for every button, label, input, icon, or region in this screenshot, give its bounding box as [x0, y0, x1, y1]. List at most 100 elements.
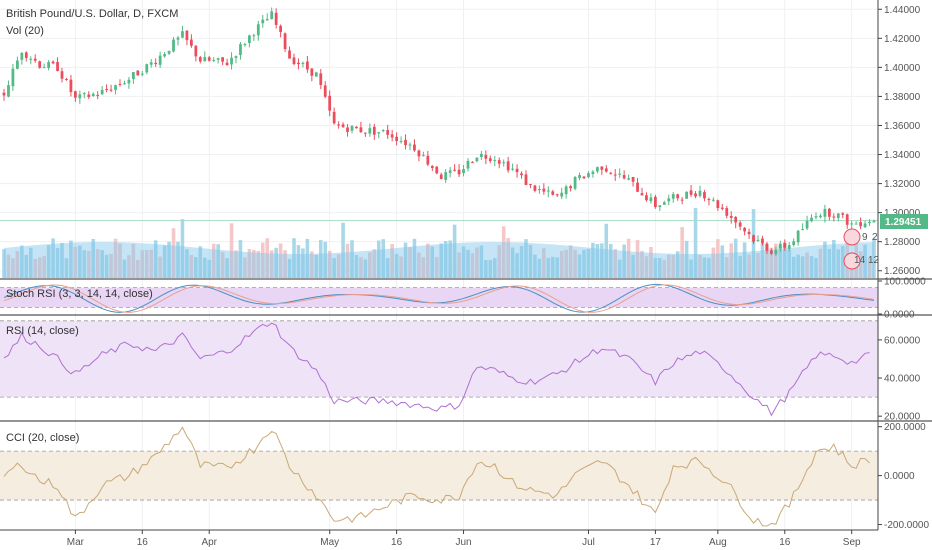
cci-tick-label-2: -200.0000	[884, 520, 929, 531]
volume-bar-58	[260, 242, 265, 278]
price-tick-label-6: 1.32000	[884, 179, 921, 190]
candle-body-118	[529, 184, 532, 186]
candle-body-75	[337, 124, 340, 126]
time-tick-label-5: Jun	[455, 537, 471, 548]
volume-bar-7	[33, 258, 38, 278]
candle-body-181	[810, 217, 813, 222]
candle-body-139	[622, 175, 626, 179]
candle-body-88	[395, 136, 398, 141]
volume-bar-192	[858, 251, 863, 278]
volume-bar-193	[863, 244, 867, 278]
volume-bar-146	[653, 257, 658, 278]
volume-bar-195	[872, 238, 876, 278]
candle-body-47	[212, 60, 216, 62]
indicator-bands	[0, 287, 878, 501]
volume-bar-49	[220, 252, 225, 278]
volume-bar-141	[631, 254, 635, 278]
candle-body-93	[417, 150, 421, 157]
volume-bar-70	[314, 254, 319, 278]
volume-bar-149	[666, 254, 671, 278]
volume-bar-137	[613, 249, 618, 278]
time-tick-label-1: 16	[137, 537, 149, 548]
candle-body-177	[792, 241, 796, 246]
candle-body-27	[123, 83, 126, 85]
volume-bar-95	[426, 243, 430, 278]
candle-body-126	[564, 186, 568, 195]
candle-body-55	[248, 35, 251, 43]
chart-title: British Pound/U.S. Dollar, D, FXCM	[6, 8, 178, 20]
candle-body-160	[716, 200, 720, 209]
volume-bar-29	[131, 243, 136, 278]
candle-body-182	[814, 216, 818, 218]
volume-bar-66	[296, 245, 301, 278]
candle-body-112	[502, 162, 506, 164]
candle-body-147	[658, 205, 662, 208]
candle-body-41	[185, 30, 189, 41]
volume-bar-53	[238, 240, 243, 278]
rsi-tick-label-2: 20.0000	[884, 412, 921, 423]
candle-body-98	[439, 174, 443, 180]
volume-bar-47	[211, 243, 216, 278]
candle-body-110	[493, 160, 497, 162]
volume-bar-57	[256, 250, 261, 278]
price-candles[interactable]	[2, 7, 876, 256]
volume-bar-123	[550, 256, 555, 278]
volume-bar-182	[814, 257, 818, 278]
volume-bar-185	[827, 248, 832, 278]
event-markers[interactable]: 9 2 14 12	[843, 228, 880, 270]
volume-bar-160	[716, 239, 720, 278]
volume-bar-18	[82, 250, 87, 278]
candle-body-159	[712, 199, 715, 201]
cci-label: CCI (20, close)	[6, 432, 79, 444]
volume-bar-157	[702, 257, 707, 278]
volume-bar-59	[265, 238, 270, 278]
price-axis[interactable]: 1.44000 1.42000 1.40000 1.38000 1.36000 1.340…	[0, 0, 932, 531]
candle-body-77	[346, 127, 349, 132]
price-tick-label-9: 1.26000	[884, 266, 921, 277]
volume-bar-38	[171, 228, 176, 278]
volume-bar-88	[394, 253, 399, 278]
candle-body-49	[221, 57, 224, 62]
candle-body-186	[832, 216, 836, 218]
event-badge-c: 14	[854, 255, 866, 266]
candle-body-150	[671, 194, 675, 199]
candle-body-164	[734, 216, 738, 223]
candle-body-7	[33, 58, 37, 61]
volume-bar-86	[385, 258, 390, 278]
volume-bar-69	[310, 251, 314, 278]
candle-body-128	[573, 177, 577, 189]
candle-body-151	[676, 194, 680, 199]
candle-body-8	[38, 61, 42, 68]
volume-bar-142	[635, 240, 640, 278]
candle-body-73	[328, 95, 332, 111]
stoch-tick-label-1: 0.0000	[884, 310, 915, 321]
candle-body-12	[56, 62, 59, 72]
candle-body-87	[390, 134, 394, 138]
candle-body-135	[604, 168, 608, 172]
candle-body-165	[738, 222, 742, 227]
volume-bar-166	[742, 242, 747, 278]
candle-body-146	[654, 196, 657, 208]
event-badge-a: 9	[862, 232, 868, 243]
volume-bar-165	[738, 256, 742, 278]
rsi-tick-label-0: 60.0000	[884, 335, 921, 346]
current-price-value: 1.29451	[885, 217, 922, 228]
volume-bar-93	[417, 252, 421, 278]
volume-bar-183	[818, 248, 823, 278]
volume-bar-143	[640, 250, 644, 278]
cci-tick-label-0: 200.0000	[884, 422, 926, 433]
candle-body-80	[359, 127, 363, 133]
candle-body-57	[256, 24, 260, 36]
candle-body-138	[618, 173, 622, 175]
candle-body-179	[801, 229, 804, 231]
time-tick-label-7: 17	[650, 537, 662, 548]
time-axis[interactable]: Mar 16 Apr May 16 Jun Jul 17 Aug 16 Sep	[0, 529, 878, 548]
volume-bar-0	[2, 249, 6, 278]
candle-body-178	[796, 230, 800, 243]
candle-body-157	[703, 192, 706, 199]
candle-body-124	[555, 194, 559, 196]
volume-bar-73	[327, 250, 332, 278]
volume-bar-144	[644, 256, 649, 278]
candle-body-17	[78, 94, 82, 99]
